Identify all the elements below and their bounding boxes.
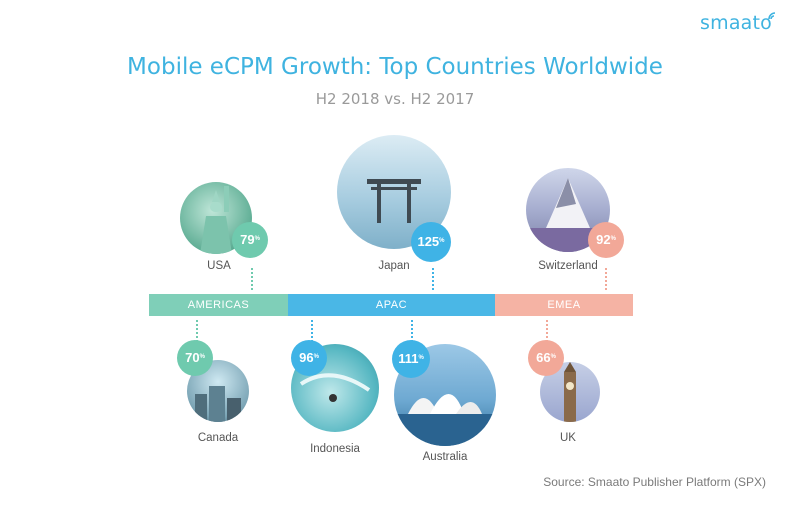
canada-label: Canada bbox=[197, 432, 239, 444]
source-note: Source: Smaato Publisher Platform (SPX) bbox=[543, 475, 766, 489]
japan-connector bbox=[432, 268, 434, 290]
uk-growth-unit: % bbox=[550, 354, 556, 360]
indonesia-connector bbox=[311, 320, 313, 342]
switzerland-growth-badge: 92% bbox=[588, 222, 624, 258]
surfer-icon bbox=[299, 373, 371, 402]
switzerland-growth-unit: % bbox=[610, 236, 616, 242]
japan-growth-badge: 125% bbox=[411, 222, 451, 262]
canada-growth-value: 70 bbox=[185, 350, 200, 365]
uk-growth-badge: 66% bbox=[528, 340, 564, 376]
australia-connector bbox=[411, 320, 413, 342]
indonesia-growth-badge: 96% bbox=[291, 340, 327, 376]
region-band-americas: AMERICAS bbox=[149, 294, 288, 316]
logo-text: smaato bbox=[700, 12, 772, 34]
indonesia-growth-value: 96 bbox=[299, 350, 314, 365]
uk-label: UK bbox=[560, 432, 576, 444]
switzerland-connector bbox=[605, 268, 607, 290]
japan-label: Japan bbox=[378, 260, 410, 272]
city-icon bbox=[195, 386, 241, 422]
signal-icon bbox=[768, 12, 776, 20]
statue-of-liberty-icon bbox=[200, 186, 232, 254]
usa-growth-unit: % bbox=[254, 236, 260, 242]
usa-growth-value: 79 bbox=[240, 232, 255, 247]
usa-growth-badge: 79% bbox=[232, 222, 268, 258]
japan-growth-value: 125 bbox=[417, 234, 440, 249]
canada-connector bbox=[196, 320, 198, 342]
big-ben-icon bbox=[564, 362, 576, 422]
chart-title: Mobile eCPM Growth: Top Countries Worldw… bbox=[127, 54, 663, 80]
switzerland-growth-value: 92 bbox=[596, 232, 611, 247]
australia-growth-unit: % bbox=[418, 355, 424, 361]
region-band-emea: EMEA bbox=[495, 294, 633, 316]
chart-subtitle: H2 2018 vs. H2 2017 bbox=[315, 90, 475, 108]
indonesia-growth-unit: % bbox=[313, 354, 319, 360]
usa-connector bbox=[251, 268, 253, 290]
uk-growth-value: 66 bbox=[536, 350, 551, 365]
usa-label: USA bbox=[207, 260, 231, 272]
japan-growth-unit: % bbox=[439, 238, 445, 244]
canada-growth-unit: % bbox=[199, 354, 205, 360]
region-band-apac: APAC bbox=[288, 294, 495, 316]
canada-growth-badge: 70% bbox=[177, 340, 213, 376]
australia-label: Australia bbox=[422, 451, 468, 463]
torii-gate-icon bbox=[367, 179, 421, 223]
australia-growth-badge: 111% bbox=[392, 340, 430, 378]
canada-photo bbox=[187, 360, 249, 422]
australia-growth-value: 111 bbox=[398, 351, 419, 366]
indonesia-label: Indonesia bbox=[310, 443, 360, 455]
uk-connector bbox=[546, 320, 548, 342]
japan-photo bbox=[337, 135, 451, 249]
switzerland-label: Switzerland bbox=[538, 260, 598, 272]
